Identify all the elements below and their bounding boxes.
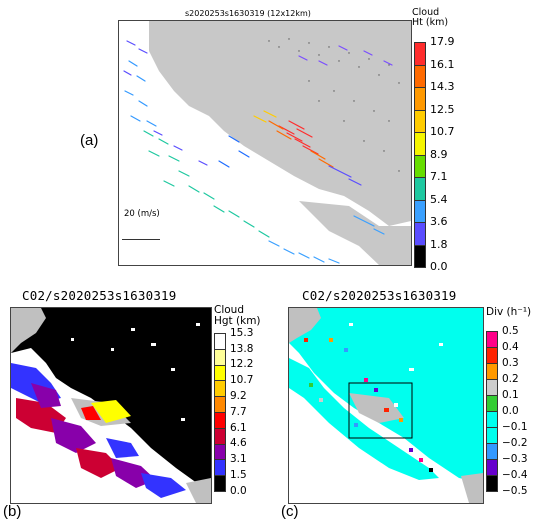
panel-b-colorbar-swatch — [214, 348, 226, 366]
panel-a-colorbar-swatch — [414, 64, 426, 88]
panel-a-colorbar-swatch — [414, 154, 426, 178]
panel-b-title: C02/s2020253s1630319 — [22, 288, 177, 303]
panel-b-colorbar: Cloud Hgt (km) 15.3 13.8 12.2 10.7 9.2 7.7 6.1… — [212, 304, 272, 505]
panel-a-colorbar: Cloud Ht (km) 17.9 16.1 14.3 12.5 10.7 8.9 7.1… — [412, 7, 482, 274]
panel-a: (a) s2020253s1630319 (12x12km) — [80, 7, 482, 274]
panel-c-colorbar-tick: −0.1 — [502, 420, 528, 433]
panel-c: C02/s2020253s1630319 — [275, 285, 550, 526]
panel-c-colorbar-swatch — [486, 331, 498, 348]
panel-c-divergence-specks — [304, 323, 443, 472]
panel-a-scale-label: 20 (m/s) — [124, 209, 160, 219]
panel-a-colorbar-swatch — [414, 42, 426, 66]
panel-b-colorbar-tick: 1.5 — [230, 468, 247, 481]
panel-c-colorbar-swatch — [486, 459, 498, 476]
panel-a-colorbar-swatch — [414, 199, 426, 223]
panel-a-colorbar-swatch — [414, 132, 426, 156]
panel-a-colorbar-title-1: Cloud — [412, 7, 440, 18]
panel-c-colorbar-swatch — [486, 443, 498, 460]
panel-b-label: (b) — [3, 503, 22, 520]
panel-b-colorbar-swatch — [214, 380, 226, 398]
panel-a-colorbar-tick: 8.9 — [430, 147, 448, 161]
panel-b-colorbar-swatch — [214, 412, 226, 429]
panel-c-map-drawing — [289, 308, 483, 503]
panel-b-white-specks — [71, 323, 200, 421]
panel-b-colorbar-swatch — [214, 443, 226, 461]
panel-c-zoom-box — [348, 382, 413, 439]
panel-a-colorbar-swatch — [414, 222, 426, 246]
panel-c-map — [288, 307, 484, 504]
panel-a-colorbar-tick: 5.4 — [430, 192, 448, 206]
panel-b-colorbar-tick: 4.6 — [230, 437, 247, 450]
panel-c-colorbar-tick: 0.5 — [502, 324, 519, 337]
panel-a-wind-vectors — [123, 40, 393, 264]
panel-b-colorbar-tick: 7.7 — [230, 405, 247, 418]
panel-c-colorbar-tick: 0.4 — [502, 340, 519, 353]
panel-a-colorbar-tick: 10.7 — [430, 125, 455, 139]
panel-b-colorbar-tick: 15.3 — [230, 326, 254, 339]
panel-b-colorbar-swatch — [214, 396, 226, 413]
panel-a-colorbar-tick: 0.0 — [430, 260, 448, 274]
panel-c-colorbar-swatch — [486, 347, 498, 364]
panel-b-colorbar-tick: 6.1 — [230, 421, 247, 434]
panel-c-colorbar-swatch — [486, 379, 498, 396]
panel-b-colorbar-tick: 9.2 — [230, 389, 247, 402]
panel-a-colorbar-title-2: Ht (km) — [412, 17, 449, 28]
panel-a-colorbar-tick: 16.1 — [430, 57, 455, 71]
panel-c-colorbar-tick: −0.3 — [502, 452, 528, 465]
panel-b-colorbar-swatch — [214, 333, 226, 350]
panel-c-colorbar-tick: −0.2 — [502, 436, 528, 449]
panel-a-colorbar-tick: 12.5 — [430, 102, 455, 116]
panel-a-colorbar-tick: 17.9 — [430, 35, 455, 49]
panel-a-map-drawing — [119, 21, 411, 265]
panel-a-colorbar-swatch — [414, 87, 426, 111]
panel-c-colorbar-tick: 0.0 — [502, 404, 519, 417]
panel-b: C02/s2020253s1630319 — [0, 285, 275, 526]
panel-a-title: s2020253s1630319 (12x12km) — [185, 9, 311, 18]
panel-b-colorbar-tick: 13.8 — [230, 342, 254, 355]
panel-c-colorbar-swatch — [486, 427, 498, 444]
panel-c-colorbar-tick: −0.5 — [502, 484, 528, 497]
panel-b-colorbar-swatch — [214, 427, 226, 445]
panel-a-dot-field — [268, 38, 400, 172]
panel-c-colorbar-swatch — [486, 411, 498, 428]
panel-b-colorbar-tick: 12.2 — [230, 358, 254, 371]
panel-a-colorbar-tick: 1.8 — [430, 237, 448, 251]
panel-b-colorbar-tick: 10.7 — [230, 374, 254, 387]
panel-a-map: 20 (m/s) — [118, 20, 412, 266]
panel-a-colorbar-swatch — [414, 177, 426, 201]
panel-c-colorbar: Div (h⁻¹) 0.5 0.4 0.3 0.2 0.1 0.0 −0.1 −0.2 −0.3… — [484, 305, 548, 505]
panel-a-colorbar-tick: 14.3 — [430, 80, 455, 94]
panel-a-colorbar-swatch — [414, 244, 426, 268]
panel-b-cloud-cells — [11, 363, 186, 498]
panel-c-colorbar-tick: 0.2 — [502, 372, 519, 385]
panel-b-colorbar-swatch — [214, 364, 226, 382]
panel-b-colorbar-title-1: Cloud — [214, 304, 244, 316]
panel-b-colorbar-tick: 0.0 — [230, 484, 247, 497]
panel-a-colorbar-tick: 7.1 — [430, 170, 448, 184]
panel-c-title: C02/s2020253s1630319 — [302, 288, 457, 303]
panel-b-colorbar-swatch — [214, 475, 226, 492]
panel-c-colorbar-swatch — [486, 475, 498, 492]
panel-a-colorbar-swatch — [414, 109, 426, 133]
panel-c-colorbar-tick: 0.1 — [502, 388, 519, 401]
panel-b-colorbar-title-2: Hgt (km) — [214, 315, 261, 327]
panel-b-colorbar-tick: 3.1 — [230, 453, 247, 466]
panel-b-map-drawing — [11, 308, 211, 503]
panel-c-label: (c) — [281, 503, 299, 520]
panel-c-colorbar-swatch — [486, 395, 498, 412]
panel-c-colorbar-swatch — [486, 363, 498, 380]
panel-a-label: (a) — [80, 132, 99, 149]
panel-a-scale-bar — [122, 239, 160, 240]
panel-c-colorbar-title: Div (h⁻¹) — [486, 306, 532, 318]
panel-b-colorbar-swatch — [214, 459, 226, 477]
panel-c-colorbar-tick: 0.3 — [502, 356, 519, 369]
panel-a-colorbar-tick: 3.6 — [430, 215, 448, 229]
panel-b-map — [10, 307, 212, 504]
panel-c-colorbar-tick: −0.4 — [502, 468, 528, 481]
